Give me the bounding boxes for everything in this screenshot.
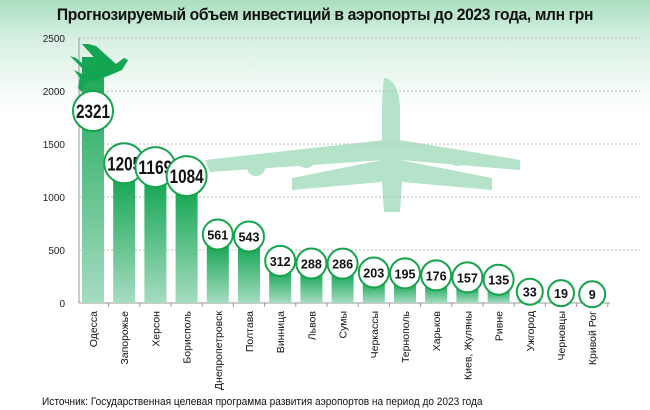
- value-circle: [389, 257, 421, 290]
- value-circle: [72, 90, 114, 132]
- value-circle: [420, 259, 453, 292]
- data-label: 286: [332, 257, 353, 272]
- data-label: 1205: [107, 154, 141, 175]
- bar: [238, 245, 260, 303]
- data-label: 157: [457, 270, 478, 285]
- x-tick-label: Львов: [306, 311, 318, 341]
- value-circle: [547, 279, 575, 308]
- source-note: Источник: Государственная целевая програ…: [42, 396, 483, 408]
- data-label: 288: [301, 256, 322, 271]
- x-tick-label: Черкассы: [369, 311, 381, 358]
- x-tick-label: Днепропетровск: [213, 311, 225, 390]
- data-label: 176: [426, 268, 447, 283]
- bar: [175, 188, 198, 303]
- value-circle: [295, 247, 328, 280]
- bar: [113, 175, 136, 303]
- value-circle: [451, 261, 484, 294]
- data-label: 2321: [76, 102, 110, 123]
- data-label: 19: [554, 286, 568, 301]
- data-label: 195: [395, 266, 416, 281]
- odessa-plane-icon: [70, 44, 128, 92]
- value-circle: [264, 244, 297, 277]
- data-label: 543: [239, 229, 260, 244]
- x-tick-label: Черновцы: [556, 311, 568, 360]
- x-tick-label: Харьков: [431, 311, 443, 352]
- x-tick-label: Киев, Жуляны: [462, 311, 474, 380]
- x-tick-label: Херсон: [150, 311, 162, 347]
- x-tick-label: Ривне: [494, 311, 506, 341]
- bar: [206, 243, 229, 303]
- x-tick-label: Винница: [275, 311, 287, 353]
- value-circle: [165, 155, 208, 198]
- value-circle: [357, 256, 390, 289]
- data-label: 1169: [138, 158, 172, 179]
- bar: [144, 179, 167, 303]
- y-tick-label: 2000: [43, 87, 66, 98]
- data-label: 203: [363, 265, 384, 280]
- y-tick-label: 1500: [43, 140, 66, 151]
- data-label: 312: [270, 254, 291, 269]
- data-label: 135: [488, 273, 509, 288]
- y-tick-label: 500: [48, 246, 65, 257]
- value-circle: [515, 277, 544, 306]
- data-label: 561: [207, 228, 228, 243]
- x-tick-label: Одесса: [88, 311, 100, 347]
- chart-title: Прогнозируемый объем инвестиций в аэропо…: [56, 5, 594, 24]
- x-tick-label: Запорожье: [119, 311, 131, 365]
- data-label: 33: [523, 285, 537, 300]
- bar: [269, 269, 292, 303]
- background-plane-icon: [205, 78, 520, 212]
- value-circle: [482, 263, 515, 296]
- value-circle: [578, 280, 607, 309]
- y-tick-label: 0: [59, 299, 65, 310]
- x-tick-label: Кривой Рог: [587, 311, 599, 365]
- value-circle: [326, 247, 359, 280]
- bar: [300, 272, 323, 303]
- data-label: 1084: [170, 167, 204, 188]
- value-circle: [233, 220, 265, 253]
- x-tick-label: Ужгород: [525, 311, 537, 351]
- bar: [331, 272, 354, 303]
- x-tick-label: Полтава: [244, 311, 256, 352]
- x-tick-label: Сумы: [338, 311, 350, 338]
- x-tick-label: Тернополь: [400, 310, 412, 363]
- value-circle: [201, 218, 234, 251]
- y-tick-label: 2500: [43, 34, 66, 45]
- y-tick-label: 1000: [43, 193, 66, 204]
- x-tick-label: Борисполь: [182, 310, 194, 363]
- data-label: 9: [589, 287, 596, 302]
